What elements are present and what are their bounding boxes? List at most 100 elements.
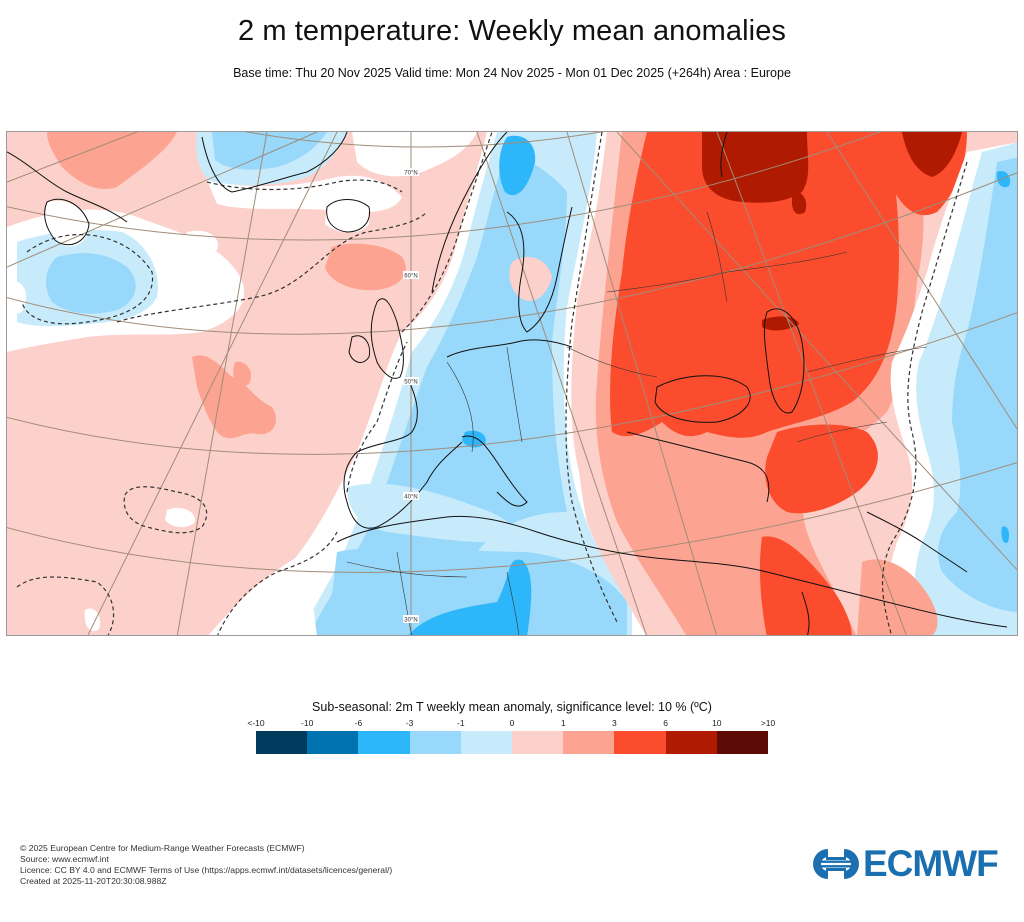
- border-3: [566, 346, 658, 378]
- border-10: [346, 561, 468, 578]
- border-6: [806, 346, 928, 373]
- footer-licence: Licence: CC BY 4.0 and ECMWF Terms of Us…: [20, 865, 393, 875]
- lat-label-bg-70: [403, 168, 419, 176]
- coast-persian-gulf: [866, 511, 968, 573]
- legend-tick-8: 6: [663, 718, 668, 728]
- coast-novaya-zemlya: [720, 132, 728, 178]
- field-strongblue-siberia: [996, 170, 1011, 188]
- field-strong-warm-middle-east: [759, 536, 852, 635]
- anomaly-map[interactable]: 70°N 60°N 50°N 40°N 30°N: [6, 131, 1018, 636]
- legend-swatch-2: [358, 731, 410, 754]
- coast-france-iberia: [343, 376, 463, 529]
- meridian-80e: [616, 132, 1017, 571]
- legend-title: Sub-seasonal: 2m T weekly mean anomaly, …: [312, 700, 712, 714]
- legend-tick-9: 10: [712, 718, 722, 728]
- lat-label-bg-50: [403, 377, 419, 385]
- legend-swatch-6: [563, 731, 615, 754]
- legend-tick-0: <-10: [247, 718, 265, 728]
- meridian-60w: [7, 132, 318, 268]
- legend-tick-6: 1: [560, 718, 566, 728]
- coast-baltic-south: [446, 339, 573, 358]
- field-strongblue-lapland: [499, 135, 536, 196]
- lat-label-60n: 60°N: [404, 274, 417, 280]
- legend-tick-3: -3: [405, 718, 414, 728]
- latitude-labels: 70°N 60°N 50°N 40°N 30°N: [403, 168, 419, 624]
- legend-swatch-8: [665, 731, 717, 754]
- meridian-20w: [176, 132, 268, 635]
- coast-red-sea: [801, 591, 810, 635]
- field-lightblue-med: [347, 483, 516, 543]
- legend-tick-5: 0: [509, 718, 515, 728]
- border-2: [506, 346, 523, 443]
- field-moderate-warm-pakistan: [857, 559, 938, 635]
- contour-europe-west: [401, 132, 493, 333]
- coast-iceland: [326, 199, 371, 233]
- country-borders: [346, 211, 928, 635]
- chart-title: 2 m temperature: Weekly mean anomalies: [237, 15, 787, 47]
- graticule: [7, 132, 1017, 635]
- footer-credits: © 2025 European Centre for Medium-Range …: [20, 843, 392, 887]
- field-strong-warm-turkey: [765, 424, 878, 514]
- contour-north-africa: [217, 531, 338, 635]
- border-8: [396, 551, 412, 635]
- meridian-40e: [566, 132, 717, 635]
- contour-europe-east: [565, 132, 618, 623]
- meridian-60e: [716, 132, 907, 635]
- parallel-50n: [7, 172, 1017, 335]
- contour-asia: [881, 161, 968, 635]
- meridian-100e: [826, 132, 1017, 430]
- contour-labrador: [21, 233, 154, 325]
- legend-swatch-0: [256, 731, 308, 754]
- field-warm-sweden: [509, 257, 552, 301]
- legend-tick-10: >10: [760, 718, 776, 728]
- lat-label-30n: 30°N: [404, 618, 417, 624]
- field-strongblue-sahara: [408, 559, 532, 635]
- field-white-sahara-west: [208, 552, 317, 635]
- chart-subtitle: Base time: Thu 20 Nov 2025 Valid time: M…: [233, 66, 791, 80]
- meridian-80w: [7, 132, 138, 183]
- legend-tick-1: -10: [301, 718, 314, 728]
- coast-baffin: [44, 198, 90, 246]
- border-4: [606, 251, 848, 293]
- ecmwf-logo[interactable]: ECMWF: [813, 845, 999, 882]
- field-very-strong-warm-ne: [902, 132, 962, 177]
- coastlines: [7, 132, 1008, 635]
- field-very-strong-warm-spot-2: [762, 316, 799, 331]
- field-white-canary: [84, 608, 101, 631]
- border-7: [796, 421, 888, 443]
- coast-ireland: [348, 335, 371, 363]
- legend-tick-labels: <-10 -10 -6 -3 -1 0 1 3 6 10 >10: [247, 718, 775, 730]
- coast-norway: [431, 132, 508, 293]
- footer-copyright: © 2025 European Centre for Medium-Range …: [20, 843, 305, 853]
- border-1: [446, 361, 474, 453]
- coast-canada: [7, 151, 128, 223]
- ecmwf-logo-icon: [813, 849, 859, 879]
- field-blue-labrador: [45, 253, 136, 314]
- lat-label-bg-40: [403, 492, 419, 500]
- contour-canary: [16, 576, 115, 635]
- lat-label-bg-60: [403, 271, 419, 279]
- contour-atlantic-north: [116, 211, 428, 323]
- parallel-70n: [244, 132, 604, 148]
- field-warm-arctic-canada: [47, 132, 177, 190]
- footer-created: Created at 2025-11-20T20:30:08.988Z: [20, 876, 167, 886]
- field-blue-north-africa: [327, 547, 627, 635]
- legend-tick-2: -6: [354, 718, 363, 728]
- field-white-patch-2: [7, 281, 27, 317]
- field-warm-atlantic-mid: [192, 355, 277, 439]
- parallel-40n: [7, 312, 1017, 455]
- field-very-strong-warm-spot-1: [791, 191, 807, 215]
- legend-swatch-4: [460, 731, 513, 754]
- legend-tick-7: 3: [612, 718, 617, 728]
- lat-label-40n: 40°N: [404, 495, 417, 501]
- meridian-40w: [87, 132, 338, 635]
- parallel-60n: [7, 132, 882, 241]
- field-blue-central-asia: [938, 157, 1017, 612]
- field-white-norwegian-sea: [352, 132, 477, 177]
- field-blue-balkans: [477, 407, 556, 492]
- coast-sweden-finland: [506, 206, 573, 333]
- parallel-30n: [7, 462, 1017, 573]
- legend-swatch-7: [614, 731, 666, 754]
- coast-british-isles: [370, 298, 404, 379]
- field-warm-atlantic-north: [325, 243, 406, 291]
